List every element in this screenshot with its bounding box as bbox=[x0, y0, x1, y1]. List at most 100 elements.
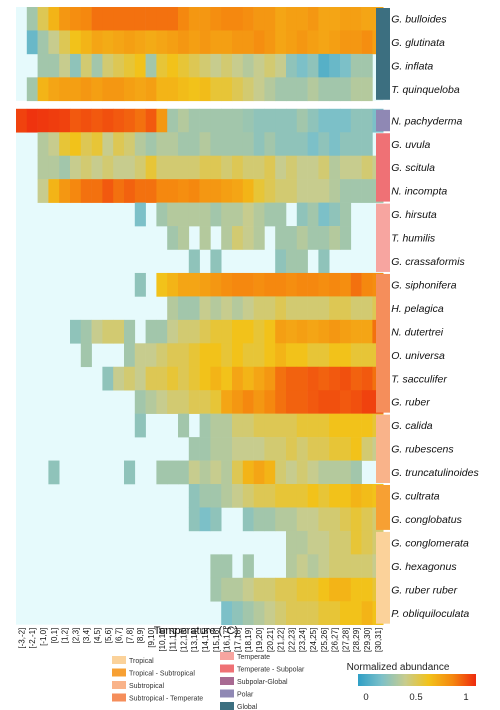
heatmap-cell bbox=[199, 390, 211, 414]
heatmap-cell bbox=[221, 155, 233, 180]
heatmap-cell bbox=[145, 7, 157, 31]
heatmap-cell bbox=[286, 460, 298, 485]
heatmap-cell bbox=[80, 343, 92, 368]
heatmap-cell bbox=[361, 53, 373, 78]
heatmap-cell bbox=[264, 484, 276, 508]
heatmap-cell bbox=[329, 77, 341, 102]
heatmap-cell bbox=[210, 577, 222, 602]
heatmap-cell bbox=[253, 484, 265, 508]
heatmap-cell bbox=[340, 343, 352, 368]
heatmap-cell bbox=[318, 108, 330, 133]
heatmap-cell bbox=[188, 507, 200, 532]
heatmap-cell bbox=[145, 53, 157, 78]
heatmap-cell bbox=[350, 460, 362, 485]
heatmap-cell bbox=[350, 601, 362, 625]
heatmap-cell bbox=[232, 390, 244, 414]
heatmap-cell bbox=[340, 413, 352, 438]
heatmap-cell bbox=[361, 272, 373, 297]
heatmap-cell bbox=[286, 155, 298, 180]
heatmap-cell bbox=[134, 108, 146, 133]
heatmap-cell bbox=[232, 413, 244, 438]
heatmap-cell bbox=[329, 484, 341, 508]
heatmap-cell bbox=[253, 390, 265, 414]
heatmap-cell bbox=[199, 484, 211, 508]
heatmap-cell bbox=[188, 179, 200, 203]
heatmap-cell bbox=[26, 77, 38, 102]
heatmap-cell bbox=[275, 30, 287, 55]
heatmap-cell bbox=[242, 601, 254, 625]
heatmap-cell bbox=[80, 132, 92, 156]
heatmap-cell bbox=[350, 7, 362, 31]
species-label: G. ruber ruber bbox=[391, 584, 457, 596]
heatmap-cell bbox=[80, 53, 92, 78]
heatmap-cell bbox=[286, 437, 298, 461]
heatmap-cell bbox=[275, 155, 287, 180]
heatmap-cell bbox=[167, 77, 179, 102]
x-tick-label: [5,6] bbox=[104, 628, 113, 644]
heatmap-cell bbox=[361, 343, 373, 368]
heatmap-cell bbox=[340, 554, 352, 579]
heatmap-cell bbox=[286, 77, 298, 102]
heatmap-cell bbox=[361, 413, 373, 438]
heatmap-cell bbox=[350, 108, 362, 133]
heatmap-cell bbox=[361, 132, 373, 156]
heatmap-cell bbox=[145, 319, 157, 344]
heatmap-cell bbox=[134, 366, 146, 391]
species-label: P. obliquiloculata bbox=[391, 608, 469, 620]
heatmap-cell bbox=[264, 366, 276, 391]
heatmap-cell bbox=[350, 155, 362, 180]
heatmap-cell bbox=[318, 7, 330, 31]
heatmap-cell bbox=[48, 77, 60, 102]
heatmap-cell bbox=[113, 132, 125, 156]
heatmap-cell bbox=[26, 30, 38, 55]
heatmap-cell bbox=[48, 460, 60, 485]
x-tick-label: [19,20] bbox=[255, 628, 264, 652]
heatmap-cell bbox=[286, 272, 298, 297]
heatmap-cell bbox=[91, 7, 103, 31]
species-label: G. crassaformis bbox=[391, 256, 465, 268]
heatmap-cell bbox=[221, 108, 233, 133]
heatmap-cell bbox=[178, 77, 190, 102]
heatmap-cell bbox=[296, 108, 308, 133]
species-label: T. sacculifer bbox=[391, 373, 447, 385]
heatmap-cell bbox=[210, 77, 222, 102]
species-label: G. cultrata bbox=[391, 491, 440, 503]
heatmap-cell bbox=[361, 179, 373, 203]
x-tick-label: [-1,0] bbox=[39, 628, 48, 646]
heatmap-cell bbox=[124, 77, 136, 102]
heatmap-cell bbox=[296, 202, 308, 227]
heatmap-cell bbox=[318, 554, 330, 579]
heatmap-cell bbox=[210, 108, 222, 133]
species-label: G. glutinata bbox=[391, 37, 445, 49]
heatmap-cell bbox=[167, 319, 179, 344]
heatmap-cell bbox=[91, 155, 103, 180]
heatmap-cell bbox=[210, 132, 222, 156]
heatmap-cell bbox=[296, 601, 308, 625]
heatmap-cell bbox=[340, 155, 352, 180]
heatmap-cell bbox=[221, 601, 233, 625]
heatmap-cell bbox=[199, 272, 211, 297]
heatmap-cell bbox=[178, 460, 190, 485]
heatmap-cell bbox=[178, 343, 190, 368]
heatmap-cell bbox=[329, 296, 341, 321]
heatmap-cell bbox=[340, 7, 352, 31]
heatmap-cell bbox=[318, 249, 330, 274]
heatmap-cell bbox=[361, 484, 373, 508]
heatmap-cell bbox=[102, 155, 114, 180]
heatmap-cell bbox=[253, 413, 265, 438]
group-bar bbox=[376, 8, 390, 100]
heatmap-cell bbox=[361, 296, 373, 321]
heatmap-cell bbox=[242, 30, 254, 55]
heatmap-cell bbox=[188, 366, 200, 391]
colorbar-rect bbox=[358, 674, 476, 686]
heatmap-cell bbox=[232, 601, 244, 625]
heatmap-cell bbox=[188, 249, 200, 274]
heatmap-cell bbox=[253, 601, 265, 625]
heatmap-cell bbox=[59, 53, 71, 78]
heatmap-cell bbox=[156, 460, 168, 485]
x-tick-label: [-3,-2] bbox=[17, 628, 26, 649]
heatmap-cell bbox=[318, 577, 330, 602]
legend-swatch bbox=[112, 668, 126, 677]
heatmap-cell bbox=[178, 179, 190, 203]
heatmap-cell bbox=[178, 390, 190, 414]
